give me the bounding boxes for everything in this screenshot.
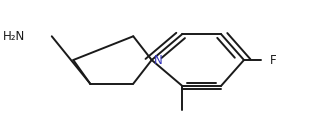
Text: N: N [154, 54, 163, 66]
Text: F: F [270, 54, 277, 66]
Text: H₂N: H₂N [4, 30, 26, 43]
